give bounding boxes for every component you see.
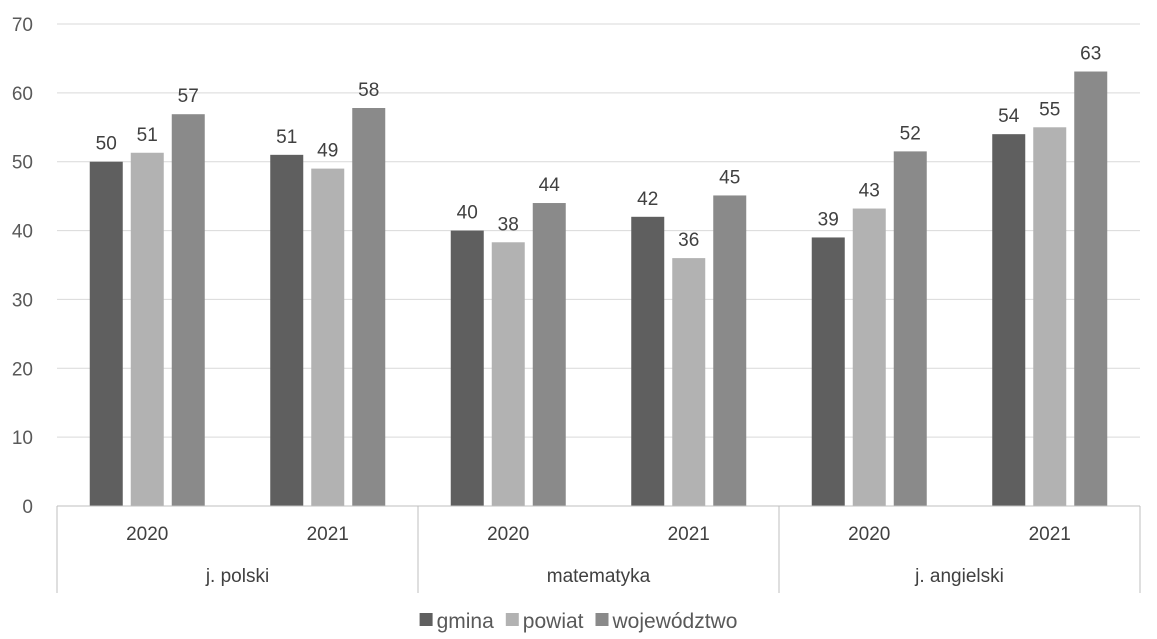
- data-label: 49: [317, 141, 338, 162]
- bar-województwo: [171, 114, 205, 507]
- legend: gmina powiat województwo: [419, 610, 738, 633]
- group-label: j. polski: [205, 566, 269, 587]
- legend-label: powiat: [523, 610, 584, 633]
- bar-województwo: [1074, 71, 1108, 507]
- y-tick-label: 30: [12, 290, 33, 311]
- data-label: 54: [998, 106, 1020, 127]
- data-label: 40: [457, 203, 478, 224]
- category-label: 2021: [668, 524, 710, 545]
- y-tick-label: 10: [12, 428, 33, 449]
- bar-powiat: [491, 242, 525, 506]
- data-labels: 50 51 40 42 39 54 51 49 38 36 43 55 57 58 44 45 52 63: [96, 44, 1102, 252]
- y-tick-label: 20: [12, 359, 33, 380]
- y-tick-label: 60: [12, 84, 33, 105]
- data-label: 45: [719, 167, 740, 188]
- category-label: 2020: [487, 524, 529, 545]
- legend-label: gmina: [437, 610, 495, 633]
- data-label: 58: [358, 80, 379, 101]
- bar-gmina: [631, 216, 665, 507]
- y-tick-label: 40: [12, 222, 33, 243]
- bar-gmina: [992, 134, 1026, 506]
- bar-gmina: [811, 237, 845, 506]
- bar-województwo: [893, 151, 927, 506]
- y-tick-label: 0: [22, 497, 33, 518]
- category-label: 2020: [848, 524, 890, 545]
- gridlines: [57, 23, 1140, 438]
- y-tick-label: 50: [12, 153, 33, 174]
- bar-województwo: [352, 108, 386, 507]
- bar-gmina: [270, 154, 304, 507]
- bars: [89, 71, 1108, 507]
- legend-swatch: [595, 613, 609, 626]
- bar-gmina: [450, 230, 484, 507]
- bar-gmina: [89, 161, 123, 506]
- data-label: 51: [137, 125, 158, 146]
- bar-województwo: [532, 203, 566, 506]
- data-label: 63: [1080, 44, 1101, 65]
- category-label: 2021: [1029, 524, 1071, 545]
- data-label: 44: [539, 175, 561, 196]
- data-label: 52: [900, 123, 921, 144]
- bar-powiat: [672, 258, 706, 506]
- data-label: 55: [1039, 99, 1060, 120]
- y-axis: 0 10 20 30 40 50 60 70: [12, 15, 33, 518]
- bar-powiat: [311, 168, 345, 506]
- data-label: 51: [276, 127, 297, 148]
- x-axis: 2020 2021 2020 2021 2020 2021 j. polski matemat…: [56, 505, 1141, 593]
- data-label: 50: [96, 134, 117, 155]
- bar-powiat: [852, 208, 886, 506]
- group-label: j. angielski: [914, 566, 1004, 587]
- category-label: 2020: [126, 524, 168, 545]
- bar-powiat: [130, 152, 164, 506]
- data-label: 36: [678, 230, 699, 251]
- bar-powiat: [1033, 127, 1067, 507]
- data-label: 43: [859, 181, 880, 202]
- y-tick-label: 70: [12, 15, 33, 36]
- group-label: matematyka: [547, 566, 651, 587]
- data-label: 42: [637, 189, 658, 210]
- bar-województwo: [713, 195, 747, 506]
- legend-swatch: [419, 613, 433, 626]
- data-label: 57: [178, 86, 199, 107]
- legend-label: województwo: [612, 610, 738, 633]
- data-label: 38: [498, 214, 519, 235]
- data-label: 39: [818, 209, 839, 230]
- legend-swatch: [505, 613, 519, 626]
- category-label: 2021: [307, 524, 349, 545]
